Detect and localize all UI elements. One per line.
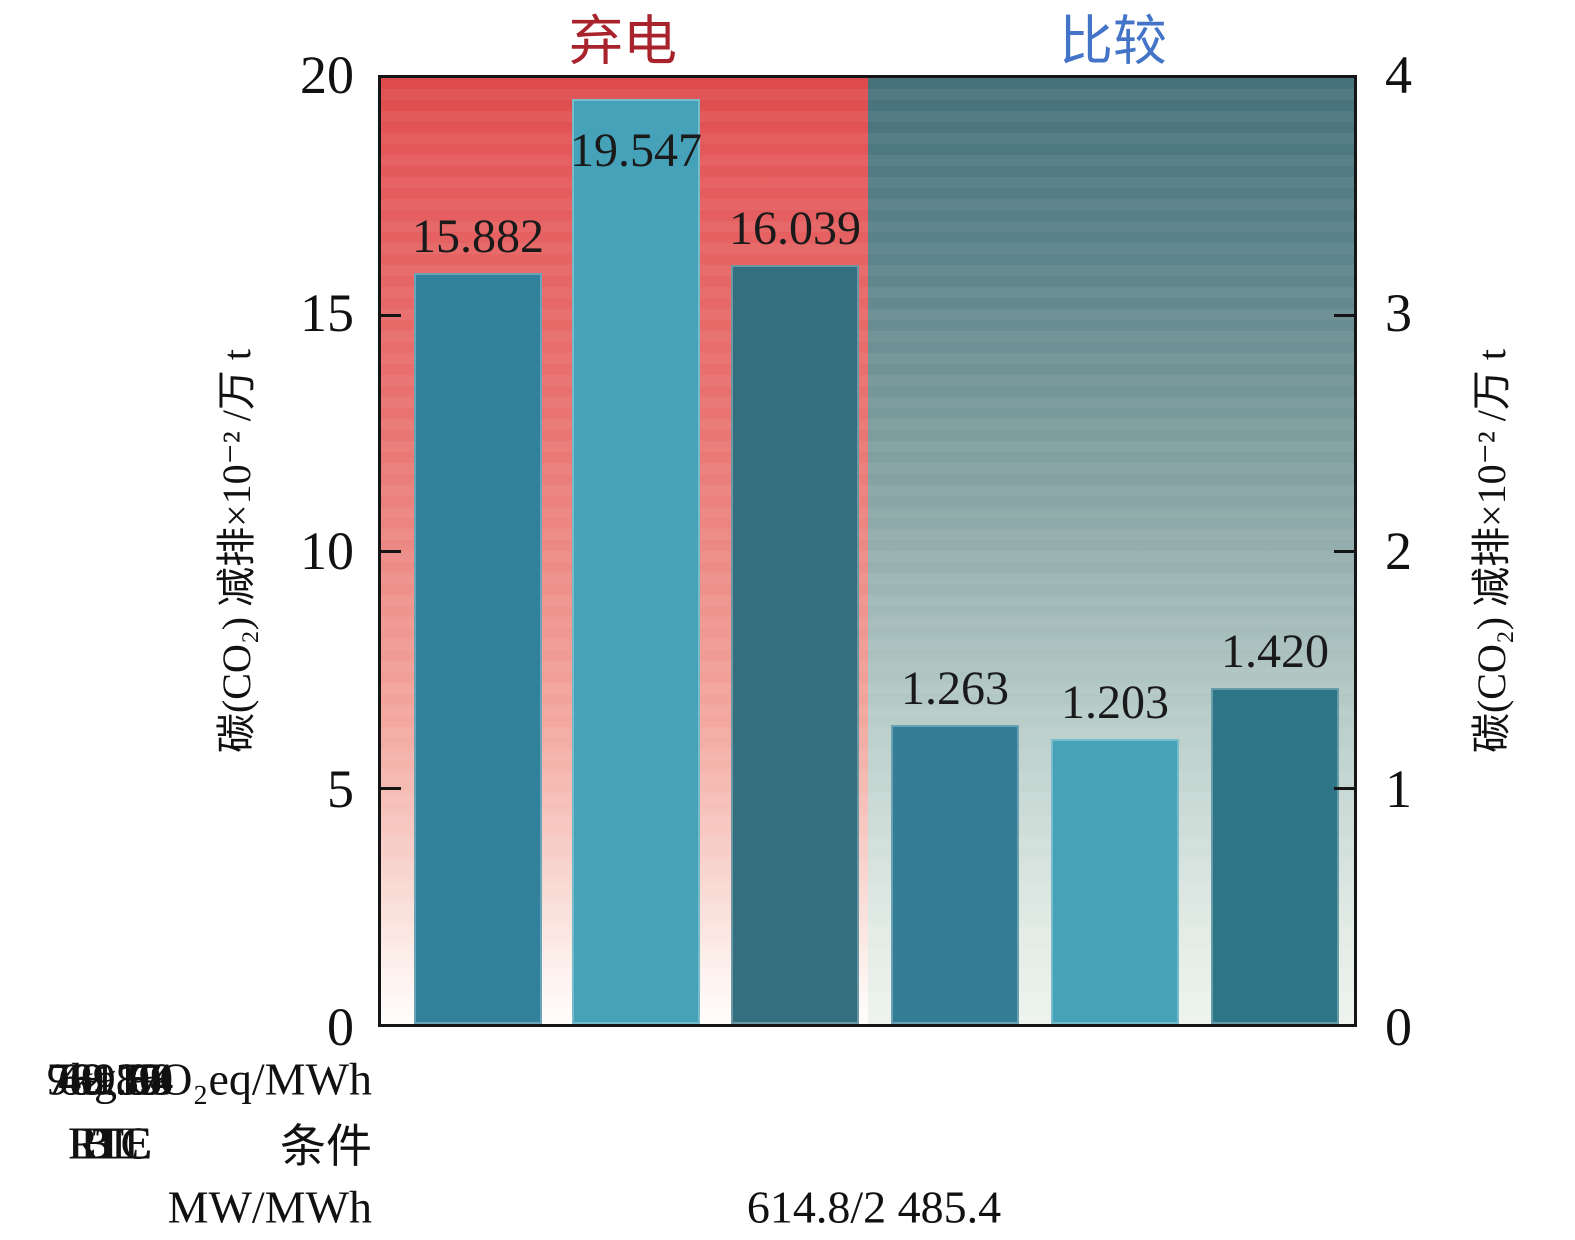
mw-mwh-value: 614.8/2 485.4: [746, 1181, 1002, 1233]
x-row-header-kg-co2eq: kg CO₂eq/MWh: [71, 1053, 372, 1105]
kg-co2eq-value: 48.39: [58, 1053, 162, 1105]
kg-co2eq-value: 62.16: [58, 1053, 162, 1105]
right-axis-tick-label: 3: [1385, 283, 1412, 343]
left-axis-tick-label: 10: [300, 521, 354, 581]
left-group-title: 弃电: [569, 11, 677, 72]
kg-co2eq-value: 961.94: [46, 1053, 174, 1105]
gradient-banding-overlay: [381, 78, 1354, 1024]
condition-value: BL: [80, 1117, 140, 1169]
bars-layer: 15.882 19.547 16.039 1.263 1.203 1.420: [381, 78, 1354, 1024]
x-row-header-mw-mwh: MW/MWh: [167, 1181, 372, 1233]
right-axis-tick-label: 1: [1385, 759, 1412, 819]
condition-value: RTE: [67, 1117, 153, 1169]
bar-ltc-group0: [572, 99, 700, 1024]
bar-value-label: 1.263: [901, 662, 1009, 715]
left-axis-tick: [381, 314, 401, 317]
bar-value-label: 16.039: [729, 202, 861, 255]
left-axis-tick-label: 5: [327, 759, 354, 819]
left-axis-tick-label: 20: [300, 45, 354, 105]
condition-value: LTC: [68, 1117, 152, 1169]
bar-value-label: 15.882: [412, 210, 544, 263]
x-row-header-condition: 条件: [280, 1121, 372, 1172]
bar-bl-group0: [414, 273, 542, 1024]
bar-value-label: 1.420: [1221, 625, 1329, 678]
condition-value: BL: [80, 1117, 140, 1169]
right-group-title: 比较: [1059, 11, 1167, 72]
right-axis-tick-label: 0: [1385, 997, 1412, 1057]
kg-co2eq-value: 789.89: [46, 1053, 174, 1105]
right-axis-tick: [1334, 550, 1354, 553]
bar-rte-group1: [1211, 688, 1339, 1024]
plot-inner: 15.882 19.547 16.039 1.263 1.203 1.420: [381, 78, 1354, 1024]
bar-value-label: 19.547: [570, 124, 702, 177]
left-axis-tick: [381, 550, 401, 553]
kg-co2eq-value: 69.87: [58, 1053, 162, 1105]
bar-bl-group1: [891, 725, 1019, 1024]
right-axis-tick-label: 4: [1385, 45, 1412, 105]
left-axis-tick: [381, 787, 401, 790]
right-axis-tick: [1334, 787, 1354, 790]
bar-rte-group0: [731, 265, 859, 1024]
bar-ltc-group1: [1051, 739, 1179, 1024]
right-axis-tick: [1334, 314, 1354, 317]
bar-value-label: 1.203: [1061, 676, 1169, 729]
plot-area: 15.882 19.547 16.039 1.263 1.203 1.420: [378, 75, 1357, 1027]
condition-value: RTE: [67, 1117, 153, 1169]
left-axis-tick-label: 0: [327, 997, 354, 1057]
axis-ticks-layer: [381, 78, 1354, 1024]
kg-co2eq-value: 781.58: [46, 1053, 174, 1105]
left-axis-tick-label: 15: [300, 283, 354, 343]
condition-value: LTC: [68, 1117, 152, 1169]
right-axis-tick-label: 2: [1385, 521, 1412, 581]
